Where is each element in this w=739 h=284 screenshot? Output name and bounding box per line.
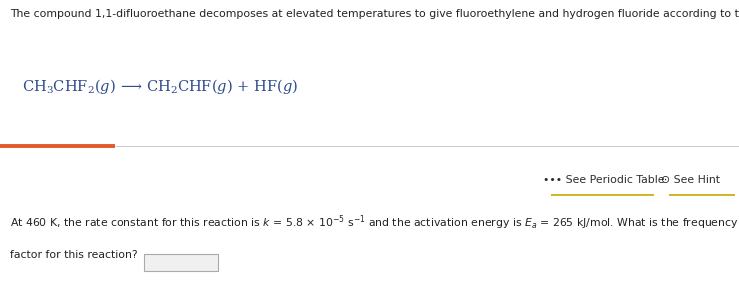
Text: ⊙ See Hint: ⊙ See Hint xyxy=(661,175,721,185)
Text: CH$_3$CHF$_2$($g$)$\,\longrightarrow\,$CH$_2$CHF($g$) + HF($g$): CH$_3$CHF$_2$($g$)$\,\longrightarrow\,$C… xyxy=(22,77,299,96)
Text: At 460 K, the rate constant for this reaction is $k$ = 5.8 $\times$ 10$^{-5}$ s$: At 460 K, the rate constant for this rea… xyxy=(10,213,738,231)
Text: ••• See Periodic Table: ••• See Periodic Table xyxy=(543,175,664,185)
Text: The compound 1,1-difluoroethane decomposes at elevated temperatures to give fluo: The compound 1,1-difluoroethane decompos… xyxy=(10,9,739,18)
FancyBboxPatch shape xyxy=(144,254,218,271)
Text: factor for this reaction?: factor for this reaction? xyxy=(10,250,137,260)
